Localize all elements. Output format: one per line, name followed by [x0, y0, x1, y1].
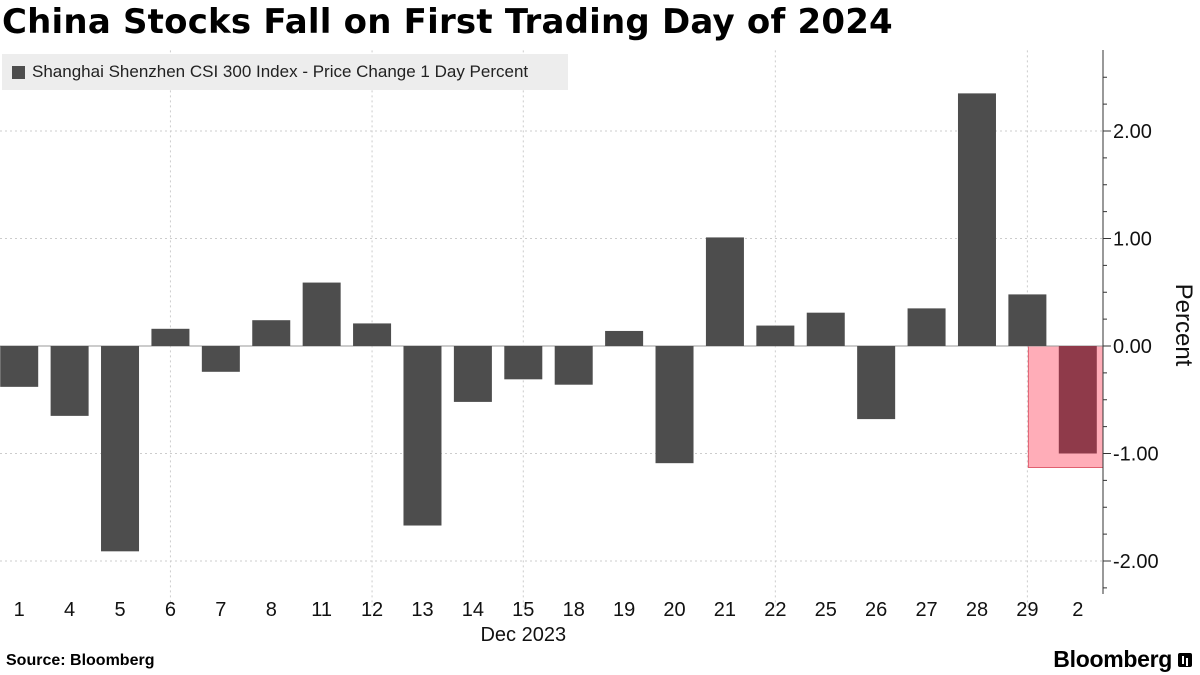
legend-label: Shanghai Shenzhen CSI 300 Index - Price …: [32, 62, 529, 81]
x-tick-label: 26: [865, 599, 887, 621]
bar-1: [0, 346, 39, 387]
bar-25: [806, 312, 845, 346]
x-tick-label: 12: [361, 599, 383, 621]
bar-8: [252, 320, 291, 346]
bar-26: [857, 346, 896, 420]
terminal-icon: [1178, 652, 1192, 667]
x-tick-label: 20: [663, 599, 685, 621]
x-tick-label: 28: [966, 599, 988, 621]
bar-22: [756, 325, 795, 346]
brand-label: Bloomberg: [1053, 646, 1172, 672]
bar-5: [101, 346, 140, 552]
bar-21: [705, 237, 744, 346]
bar-12: [353, 323, 392, 346]
x-tick-label: 15: [512, 599, 534, 621]
x-tick-label: 22: [764, 599, 786, 621]
bar-6: [151, 328, 190, 346]
x-tick-label: 27: [915, 599, 937, 621]
x-tick-label: 13: [411, 599, 433, 621]
bar-29: [1008, 294, 1047, 346]
y-tick-label: 1.00: [1113, 229, 1152, 251]
bar-13: [403, 346, 442, 526]
x-tick-label: 25: [815, 599, 837, 621]
bar-18: [554, 346, 593, 385]
bar-27: [907, 308, 946, 346]
y-axis-label: Percent: [1170, 284, 1197, 367]
bar-20: [655, 346, 694, 464]
x-tick-label: 5: [114, 599, 125, 621]
bar-15: [504, 346, 543, 380]
y-tick-label: 2.00: [1113, 121, 1152, 143]
x-tick-label: 21: [714, 599, 736, 621]
bar-14: [453, 346, 492, 402]
x-tick-label: 1: [14, 599, 25, 621]
x-tick-label: 4: [64, 599, 75, 621]
x-tick-label: 6: [165, 599, 176, 621]
y-tick-label: -1.00: [1113, 444, 1159, 466]
y-tick-label: -2.00: [1113, 551, 1159, 573]
x-tick-label: 19: [613, 599, 635, 621]
x-tick-label: 8: [266, 599, 277, 621]
bar-2: [1058, 346, 1097, 454]
x-axis-label: Dec 2023: [480, 624, 566, 646]
bar-28: [957, 93, 996, 346]
bar-19: [605, 330, 644, 346]
chart-title: China Stocks Fall on First Trading Day o…: [2, 2, 893, 42]
x-tick-label: 18: [563, 599, 585, 621]
x-tick-label: 29: [1016, 599, 1038, 621]
bar-11: [302, 282, 341, 346]
x-tick-label: 7: [215, 599, 226, 621]
bar-7: [201, 346, 240, 372]
legend: Shanghai Shenzhen CSI 300 Index - Price …: [2, 54, 568, 90]
legend-swatch: [12, 65, 25, 79]
x-tick-label: 14: [462, 599, 484, 621]
y-tick-label: 0.00: [1113, 336, 1152, 358]
source-note: Source: Bloomberg: [6, 652, 155, 669]
bar-4: [50, 346, 89, 416]
x-tick-label: 2: [1072, 599, 1083, 621]
brand-logo: Bloomberg: [1053, 646, 1192, 673]
x-tick-label: 11: [311, 599, 332, 621]
